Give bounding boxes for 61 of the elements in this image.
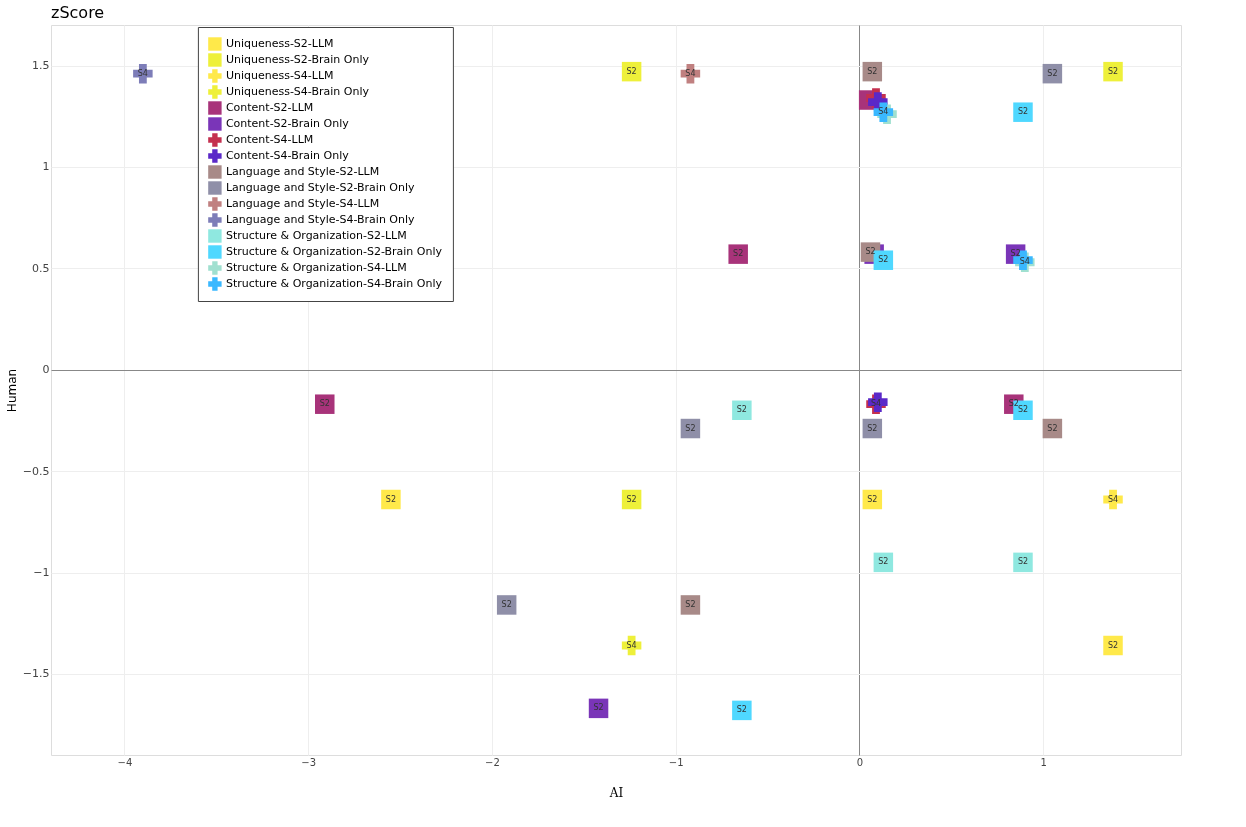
y-tick-label: 1.5 <box>32 59 50 73</box>
legend-label: Uniqueness-S2-Brain Only <box>225 53 370 66</box>
legend-label: Uniqueness-S4-LLM <box>225 69 334 82</box>
data-label: S2 <box>733 249 744 259</box>
legend-label: Language and Style-S2-Brain Only <box>225 181 416 194</box>
legend-label: Content-S2-LLM <box>225 101 314 114</box>
legend-label: Structure & Organization-S2-Brain Only <box>225 245 443 258</box>
y-tick-label: −1.5 <box>22 667 50 681</box>
data-label: S2 <box>319 399 330 409</box>
data-label: S2 <box>736 705 747 715</box>
chart-title: zScore <box>51 3 105 22</box>
data-label: S2 <box>685 599 696 609</box>
legend-label: Structure & Organization-S4-Brain Only <box>225 277 443 290</box>
legend-label: Content-S4-Brain Only <box>225 149 350 162</box>
data-label: S2 <box>1017 557 1029 567</box>
data-label: S4 <box>878 107 889 117</box>
data-label: S2 <box>1107 66 1119 76</box>
data-label: S4 <box>1019 257 1030 267</box>
legend-label: Uniqueness-S4-Brain Only <box>225 85 370 98</box>
legend-label: Content-S2-Brain Only <box>225 117 350 130</box>
data-label: S2 <box>867 66 878 76</box>
data-label: S2 <box>878 557 889 567</box>
legend-label: Structure & Organization-S2-LLM <box>225 229 407 242</box>
legend-label: Uniqueness-S2-LLM <box>225 37 334 50</box>
legend-label: Language and Style-S4-Brain Only <box>225 213 416 226</box>
legend-label: Content-S4-LLM <box>225 133 314 146</box>
y-tick-label: −1 <box>33 566 50 579</box>
data-label: S2 <box>867 494 878 504</box>
data-label: S2 <box>593 703 604 713</box>
data-label: S2 <box>1107 640 1119 650</box>
data-label: S4 <box>626 640 637 650</box>
data-label: S2 <box>1047 423 1058 433</box>
y-tick-label: −0.5 <box>22 464 50 478</box>
y-axis-title: Human <box>4 368 19 413</box>
data-label: S2 <box>385 494 396 504</box>
data-label: S2 <box>736 405 747 415</box>
x-axis-title: AI <box>608 785 624 800</box>
legend-label: Language and Style-S4-LLM <box>225 197 380 210</box>
data-label: S4 <box>137 68 148 78</box>
y-tick-label: 1 <box>42 160 50 174</box>
data-label: S2 <box>685 423 696 433</box>
legend-label: Structure & Organization-S4-LLM <box>225 261 407 274</box>
x-tick-label: 0 <box>856 756 864 768</box>
data-label: S4 <box>685 68 696 78</box>
data-label: S2 <box>626 494 637 504</box>
x-tick-label: −1 <box>668 756 684 768</box>
data-label: S2 <box>626 66 637 76</box>
x-tick-label: −3 <box>301 756 317 768</box>
data-label: S4 <box>1107 494 1119 504</box>
data-label: S2 <box>501 599 512 609</box>
legend-label: Language and Style-S2-LLM <box>225 165 380 178</box>
x-tick-label: −2 <box>485 756 500 768</box>
x-tick-label: 1 <box>1040 756 1047 768</box>
data-label: S2 <box>1047 68 1058 78</box>
x-tick-label: −4 <box>117 756 133 768</box>
data-label: S2 <box>1017 405 1029 415</box>
data-label: S2 <box>1017 107 1029 117</box>
y-tick-label: 0 <box>42 363 50 377</box>
data-label: S4 <box>870 399 882 409</box>
y-tick-label: 0.5 <box>32 261 50 275</box>
data-label: S2 <box>867 423 878 433</box>
